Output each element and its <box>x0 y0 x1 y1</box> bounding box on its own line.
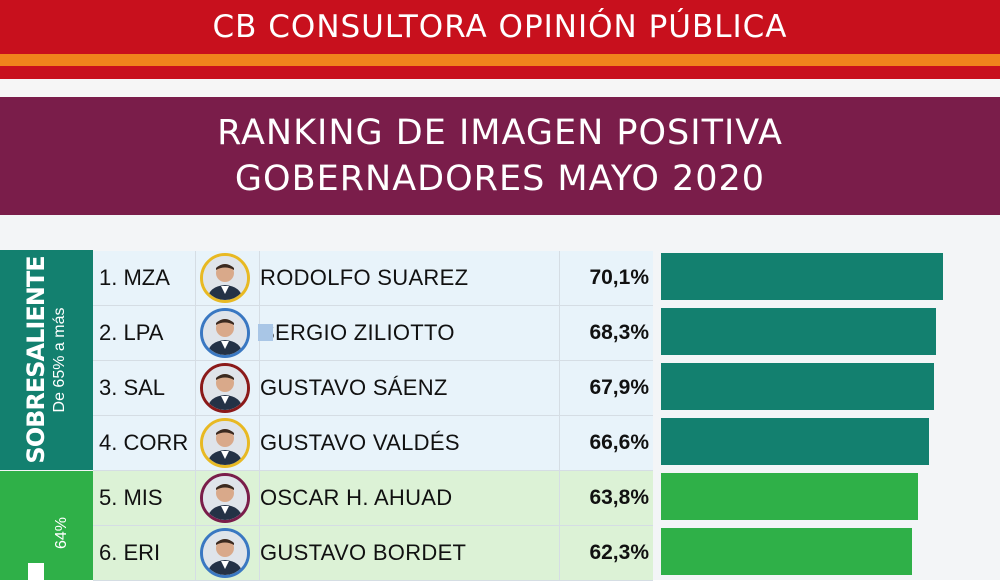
text-selection-mark <box>258 324 273 341</box>
category-label: SOBRESALIENTE De 65% a más <box>22 256 70 463</box>
rank-label: 3. SAL <box>99 375 166 400</box>
cell-divider <box>195 526 196 580</box>
chart-title-line2: GOBERNADORES MAYO 2020 <box>234 159 766 199</box>
table-row: 1. MZA RODOLFO SUAREZ 70,1% <box>93 251 653 306</box>
value-label: 62,3% <box>589 541 649 564</box>
category-second: 64% <box>0 471 93 580</box>
category-mark <box>28 563 44 580</box>
bar-5 <box>661 473 918 520</box>
bar-4 <box>661 418 929 465</box>
bar-1 <box>661 253 943 300</box>
company-name: CB CONSULTORA OPINIÓN PÚBLICA <box>212 9 788 45</box>
ranking-table: 1. MZA RODOLFO SUAREZ 70,1% 2. LPA SERGIO ZI… <box>93 251 653 581</box>
cell-divider <box>559 416 560 470</box>
governor-photo <box>200 308 250 358</box>
cell-divider <box>259 361 260 415</box>
cell-divider <box>195 471 196 525</box>
orange-stripe <box>0 54 1000 66</box>
value-label: 63,8% <box>589 486 649 509</box>
value-label: 70,1% <box>589 266 649 289</box>
red-stripe <box>0 66 1000 79</box>
header-gap <box>0 79 1000 97</box>
title-band: RANKING DE IMAGEN POSITIVA GOBERNADORES … <box>0 97 1000 215</box>
bar-area <box>661 251 991 580</box>
governor-photo <box>200 418 250 468</box>
table-row: 3. SAL GUSTAVO SÁENZ 67,9% <box>93 361 653 416</box>
table-row: 4. CORR GUSTAVO VALDÉS 66,6% <box>93 416 653 471</box>
bar-6 <box>661 528 912 575</box>
rank-label: 6. ERI <box>99 540 161 565</box>
rank-label: 2. LPA <box>99 320 164 345</box>
table-row: 2. LPA SERGIO ZILIOTTO 68,3% <box>93 306 653 361</box>
chart-title-line1: RANKING DE IMAGEN POSITIVA <box>217 113 783 153</box>
governor-photo <box>200 528 250 578</box>
governor-name: GUSTAVO BORDET <box>260 540 467 565</box>
governor-name: OSCAR H. AHUAD <box>260 485 453 510</box>
cell-divider <box>195 306 196 360</box>
company-banner: CB CONSULTORA OPINIÓN PÚBLICA <box>0 0 1000 54</box>
table-row: 5. MIS OSCAR H. AHUAD 63,8% <box>93 471 653 526</box>
category-range: De 65% a más <box>51 307 68 413</box>
rank-label: 1. MZA <box>99 265 170 290</box>
cell-divider <box>259 526 260 580</box>
cell-divider <box>559 251 560 305</box>
bar-3 <box>661 363 934 410</box>
governor-name: GUSTAVO SÁENZ <box>260 375 448 400</box>
value-label: 68,3% <box>589 321 649 344</box>
governor-name: RODOLFO SUAREZ <box>260 265 469 290</box>
governor-name: GUSTAVO VALDÉS <box>260 430 460 455</box>
governor-photo <box>200 253 250 303</box>
category-sobresaliente: SOBRESALIENTE De 65% a más <box>0 250 93 470</box>
table-row: 6. ERI GUSTAVO BORDET 62,3% <box>93 526 653 581</box>
value-label: 67,9% <box>589 376 649 399</box>
cell-divider <box>259 416 260 470</box>
cell-divider <box>259 251 260 305</box>
cell-divider <box>559 361 560 415</box>
cell-divider <box>559 526 560 580</box>
category-range: 64% <box>53 516 70 550</box>
cell-divider <box>559 306 560 360</box>
category-name: SOBRESALIENTE <box>22 256 50 464</box>
governor-name: SERGIO ZILIOTTO <box>260 320 455 345</box>
cell-divider <box>195 361 196 415</box>
rank-label: 5. MIS <box>99 485 163 510</box>
bar-2 <box>661 308 936 355</box>
cell-divider <box>559 471 560 525</box>
cell-divider <box>195 251 196 305</box>
governor-photo <box>200 473 250 523</box>
value-label: 66,6% <box>589 431 649 454</box>
rank-label: 4. CORR <box>99 430 189 455</box>
cell-divider <box>259 471 260 525</box>
cell-divider <box>195 416 196 470</box>
governor-photo <box>200 363 250 413</box>
